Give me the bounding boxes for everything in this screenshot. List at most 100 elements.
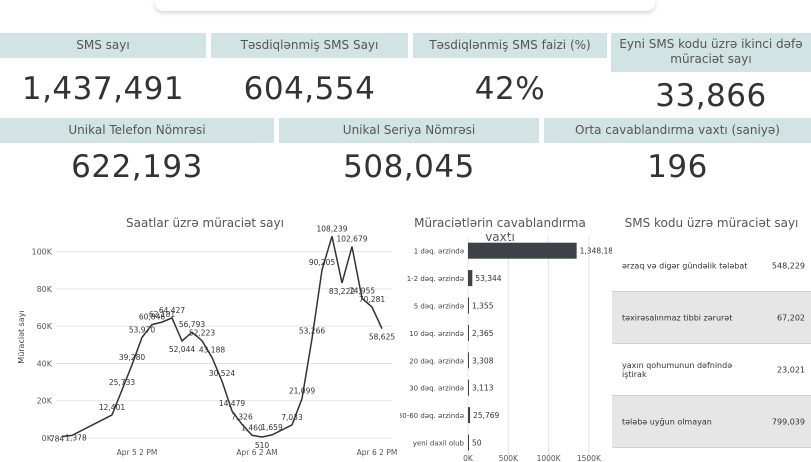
line-data-label: 53,266: [299, 327, 325, 336]
line-data-label: 102,679: [336, 235, 367, 244]
kpi-value: 622,193: [71, 149, 203, 185]
row-value: 23,021: [777, 365, 805, 374]
line-data-label: 56,793: [179, 320, 205, 329]
kpi-repeat-requests: Eyni SMS kodu üzrə ikinci dəfə müraciət …: [611, 33, 811, 114]
line-data-label: 60,846: [139, 313, 165, 322]
kpi-label: Təsdiqlənmiş SMS faizi (%): [413, 33, 607, 58]
row-label: tələbə uyğun olmayan: [622, 417, 712, 426]
y-tick-label: 100K: [31, 248, 52, 257]
line-data-label: 58,625: [369, 333, 395, 342]
line-data-label: 90,205: [309, 258, 335, 267]
y-tick-label: 20K: [37, 397, 53, 406]
line-data-label: 64,427: [159, 306, 185, 315]
kpi-label: Təsdiqlənmiş SMS Sayı: [211, 33, 408, 58]
line-data-label: 74,955: [349, 286, 375, 295]
bar-value-label: 2,365: [472, 329, 494, 338]
line-chart: Müraciət sayı 0K 20K 40K 60K 80K 100K Apr 5 2…: [17, 224, 398, 457]
line-data-label: 14,479: [219, 399, 245, 408]
table-row: təxirəsalınmaz tibbi zərurət 67,202: [612, 292, 811, 344]
top-banner: [155, 0, 655, 11]
bar-value-label: 25,769: [473, 411, 499, 420]
bar-category-label: 1-2 dəq. ərzində: [407, 275, 464, 283]
kpi-unique-phones: Unikal Telefon Nömrəsi 622,193: [0, 118, 274, 198]
line-data-label: 70,281: [359, 295, 385, 304]
bar-value-label: 53,344: [475, 274, 501, 283]
line-series: [61, 236, 383, 438]
row-value: 799,039: [771, 417, 805, 426]
bar: [468, 324, 469, 341]
bar-category-label: 20 dəq. ərzində: [409, 357, 464, 365]
line-data-label: 30,524: [209, 369, 235, 378]
kpi-avg-response-time: Orta cavablandırma vaxtı (saniyə) 196: [544, 118, 811, 198]
line-data-label: 1,378: [65, 433, 87, 442]
table-row: tələbə uyğun olmayan 799,039: [612, 396, 811, 448]
bar: [468, 407, 471, 424]
kpi-sms-count: SMS sayı 1,437,491: [0, 33, 206, 113]
x-tick-label: Apr 6 2 PM: [357, 448, 398, 457]
bar-value-label: 1,348,187: [580, 247, 612, 256]
kpi-value: 33,866: [655, 78, 767, 114]
kpi-label: Eyni SMS kodu üzrə ikinci dəfə müraciət …: [611, 33, 811, 72]
bar-category-label: 1 dəq. ərzində: [414, 248, 464, 256]
kpi-label: Unikal Seriya Nömrəsi: [279, 118, 539, 143]
line-data-label: 53,970: [129, 325, 155, 334]
line-data-label: 510: [255, 441, 270, 450]
bar: [468, 352, 469, 369]
kpi-confirmed-percent: Təsdiqlənmiş SMS faizi (%) 42%: [413, 33, 607, 113]
x-tick-label: 500K: [499, 454, 519, 462]
bar: [468, 242, 577, 259]
y-axis-title: Müraciət sayı: [17, 310, 26, 363]
line-data-label: 108,239: [316, 224, 347, 233]
y-tick-label: 40K: [37, 359, 53, 368]
bar-category-label: yeni daxil olub: [413, 440, 465, 448]
kpi-unique-serials: Unikal Seriya Nömrəsi 508,045: [279, 118, 539, 198]
table-row: ərzaq və digər gündəlik tələbat 548,229: [612, 240, 811, 292]
x-tick-label: Apr 5 2 PM: [117, 448, 158, 457]
x-tick-label: 0K: [463, 454, 474, 462]
bar-value-label: 3,308: [472, 356, 494, 365]
x-tick-label: 1000K: [537, 454, 562, 462]
kpi-value: 604,554: [243, 71, 376, 107]
bar: [468, 297, 469, 314]
bar-category-label: 30-60 dəq. ərzində: [400, 412, 464, 420]
x-tick-label: 1500K: [577, 454, 602, 462]
y-tick-label: 60K: [37, 322, 53, 331]
kpi-label: SMS sayı: [0, 33, 206, 58]
bar-chart: 1 dəq. ərzində 1-2 dəq. ərzində 5 dəq. ərz…: [400, 237, 612, 462]
line-data-label: 62,181: [149, 310, 175, 319]
bar-category-label: 5 dəq. ərzində: [414, 303, 464, 311]
line-data-label: 12,401: [99, 403, 125, 412]
line-data-label: 39,280: [119, 353, 145, 362]
line-data-label: 43,188: [199, 346, 225, 355]
sms-code-table: ərzaq və digər gündəlik tələbat 548,229 …: [612, 240, 811, 448]
y-tick-label: 0K: [42, 434, 53, 443]
line-data-label: 52,044: [169, 345, 195, 354]
line-chart-title: Saatlar üzrə müraciət sayı: [126, 216, 284, 230]
bar-chart-title: Müraciətlərin cavablandırma vaxtı: [414, 216, 586, 244]
row-value: 548,229: [771, 261, 805, 270]
line-data-label: 21,099: [289, 387, 315, 396]
kpi-confirmed-sms: Təsdiqlənmiş SMS Sayı 604,554: [211, 33, 408, 113]
line-data-label: 83,222: [329, 287, 355, 296]
row-label: ərzaq və digər gündəlik tələbat: [622, 261, 748, 270]
line-data-label: 1,659: [261, 423, 283, 432]
bar-value-label: 1,355: [472, 302, 494, 311]
kpi-value: 42%: [474, 71, 546, 107]
kpi-value: 196: [647, 149, 708, 185]
bar-category-label: 30 dəq. ərzində: [409, 385, 464, 393]
bar: [468, 270, 473, 287]
line-data-label: 7,326: [231, 412, 253, 421]
kpi-value: 1,437,491: [21, 71, 185, 107]
bar-value-label: 3,113: [472, 384, 494, 393]
bar-value-label: 50: [472, 439, 482, 448]
line-data-label: 784: [50, 435, 65, 444]
line-data-label: 7,033: [281, 413, 303, 422]
kpi-label: Unikal Telefon Nömrəsi: [0, 118, 274, 143]
kpi-label: Orta cavablandırma vaxtı (saniyə): [544, 118, 811, 143]
y-tick-label: 80K: [37, 285, 53, 294]
table-title: SMS kodu üzrə müraciət sayı: [624, 216, 799, 230]
bar: [468, 434, 469, 451]
bar: [468, 379, 469, 396]
x-tick-label: Apr 6 2 AM: [236, 448, 277, 457]
row-value: 67,202: [777, 313, 805, 322]
